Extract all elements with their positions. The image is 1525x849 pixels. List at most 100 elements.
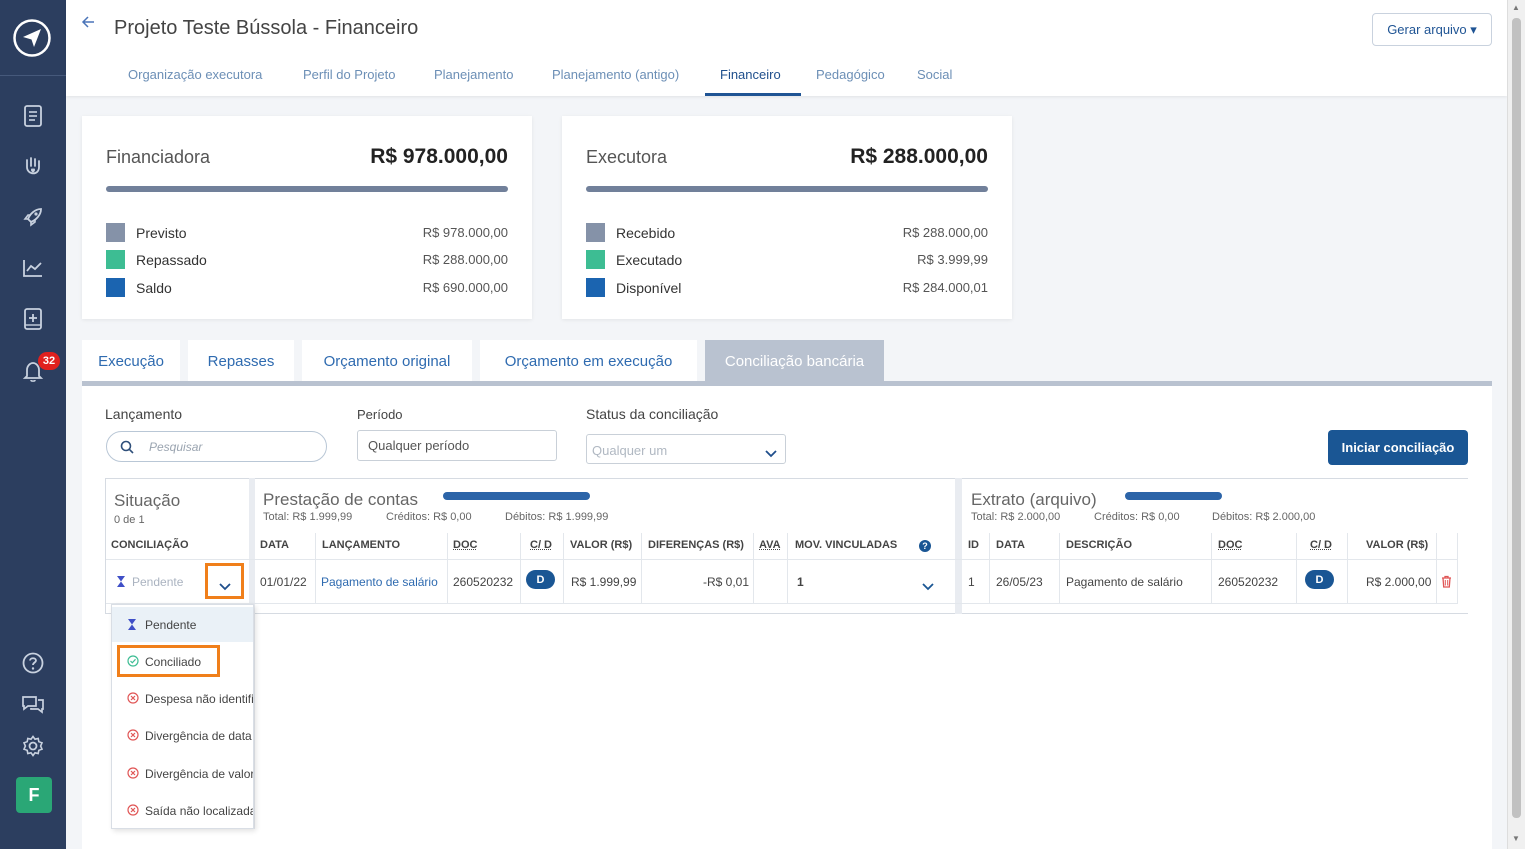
dropdown-item-label: Divergência de data <box>145 729 252 743</box>
page-title: Projeto Teste Bússola - Financeiro <box>114 17 419 39</box>
gear-icon[interactable] <box>20 733 46 759</box>
cell-lancamento-link[interactable]: Pagamento de salário <box>321 575 438 589</box>
help-icon[interactable] <box>20 650 46 676</box>
start-conciliation-button[interactable]: Iniciar conciliação <box>1328 430 1468 465</box>
legend-label: Previsto <box>136 225 187 241</box>
situacao-select[interactable]: Pendente <box>116 575 216 591</box>
chevron-down-icon[interactable] <box>219 578 231 596</box>
document-icon[interactable] <box>20 103 46 129</box>
chat-icon[interactable] <box>20 691 46 717</box>
tab-planejamento[interactable]: Planejamento <box>434 67 514 82</box>
page-scrollbar[interactable]: ▲ ▼ <box>1507 0 1525 849</box>
column-separator <box>753 533 754 603</box>
status-select[interactable]: Qualquer um <box>586 434 786 464</box>
search-input[interactable]: Pesquisar <box>106 431 327 462</box>
executora-card: Executora R$ 288.000,00 Recebido R$ 288.… <box>562 116 1012 319</box>
subtab-conciliacao-bancaria[interactable]: Conciliação bancária <box>705 340 884 382</box>
tab-pedagogico[interactable]: Pedagógico <box>816 67 885 82</box>
column-header: DATA <box>996 539 1025 551</box>
subtab-orcamento-original[interactable]: Orçamento original <box>302 340 472 382</box>
sidebar: 32 F <box>0 0 66 849</box>
chart-line-icon[interactable] <box>20 255 46 281</box>
legend-swatch <box>106 250 125 269</box>
header-row-border <box>106 559 1458 560</box>
rocket-icon[interactable] <box>20 204 46 230</box>
scroll-thumb[interactable] <box>1512 18 1521 818</box>
extrato-creditos: Créditos: R$ 0,00 <box>1094 511 1180 523</box>
prestacao-debitos: Débitos: R$ 1.999,99 <box>505 511 609 523</box>
dropdown-item-despesa-nao-identificada[interactable]: Despesa não identificada <box>112 681 253 716</box>
tab-social[interactable]: Social <box>917 67 953 82</box>
scroll-down-arrow-icon[interactable]: ▼ <box>1512 834 1520 843</box>
column-header: DOC <box>453 539 478 551</box>
column-separator <box>1296 533 1297 603</box>
scroll-up-arrow-icon[interactable]: ▲ <box>1512 3 1520 12</box>
column-separator <box>1436 533 1437 603</box>
situacao-value: Pendente <box>132 575 184 589</box>
column-separator <box>1059 533 1060 603</box>
hourglass-icon <box>116 575 126 593</box>
chevron-down-icon <box>765 445 777 463</box>
dropdown-item-label: Divergência de valor <box>145 767 253 781</box>
tab-perfil-projeto[interactable]: Perfil do Projeto <box>303 67 396 82</box>
tab-organizacao-executora[interactable]: Organização executora <box>128 67 263 82</box>
column-separator <box>315 533 316 603</box>
cell-diferenca: -R$ 0,01 <box>703 575 750 589</box>
cell-id: 1 <box>968 575 975 589</box>
periodo-input[interactable]: Qualquer período <box>357 430 557 461</box>
dropdown-item-conciliado[interactable]: Conciliado <box>112 644 253 679</box>
legend-value: R$ 288.000,00 <box>902 225 988 240</box>
cell-valor: R$ 1.999,99 <box>571 575 637 589</box>
legend-value: R$ 288.000,00 <box>422 252 508 267</box>
user-avatar[interactable]: F <box>16 777 52 813</box>
dropdown-item-saida-nao-localizada[interactable]: Saída não localizada <box>112 793 253 828</box>
dropdown-item-pendente[interactable]: Pendente <box>112 607 253 642</box>
legend-label: Saldo <box>136 280 172 296</box>
status-label: Status da conciliação <box>586 406 719 422</box>
cell-valor: R$ 2.000,00 <box>1366 575 1432 589</box>
generate-file-button[interactable]: Gerar arquivo ▾ <box>1372 13 1492 46</box>
legend-swatch <box>586 278 605 297</box>
compass-logo-icon[interactable] <box>12 18 52 58</box>
tab-financeiro[interactable]: Financeiro <box>720 67 781 82</box>
svg-text:?: ? <box>922 541 928 551</box>
legend-swatch <box>106 278 125 297</box>
card-total: R$ 978.000,00 <box>370 145 508 168</box>
prestacao-progress-bar <box>443 492 590 500</box>
extrato-title: Extrato (arquivo) <box>971 490 1097 509</box>
chevron-highlight <box>205 563 244 599</box>
bell-icon[interactable] <box>20 358 46 384</box>
column-header: C/ D <box>530 539 552 551</box>
data-row-border <box>106 603 1458 604</box>
book-plus-icon[interactable] <box>20 306 46 332</box>
legend-row-saldo: Saldo R$ 690.000,00 <box>106 278 508 298</box>
card-total: R$ 288.000,00 <box>850 145 988 168</box>
column-header: DATA <box>260 539 289 551</box>
section-divider <box>955 478 962 614</box>
subtab-orcamento-execucao[interactable]: Orçamento em execução <box>480 340 697 382</box>
table-left-border <box>105 478 106 614</box>
extrato-progress-bar <box>1125 492 1222 500</box>
financiadora-card: Financiadora R$ 978.000,00 Previsto R$ 9… <box>82 116 532 319</box>
dropdown-item-label: Pendente <box>145 618 197 632</box>
legend-value: R$ 690.000,00 <box>422 280 508 295</box>
column-separator <box>989 533 990 603</box>
dropdown-item-divergencia-valor[interactable]: Divergência de valor <box>112 756 253 791</box>
check-circle-icon <box>127 655 139 667</box>
back-arrow-icon[interactable] <box>80 14 96 35</box>
dropdown-item-divergencia-data[interactable]: Divergência de data <box>112 718 253 753</box>
card-progress-bar <box>586 186 988 192</box>
search-icon <box>120 440 134 459</box>
conciliado-highlight <box>117 645 220 677</box>
trash-icon[interactable] <box>1441 575 1452 593</box>
tab-planejamento-antigo[interactable]: Planejamento (antigo) <box>552 67 680 82</box>
column-separator <box>787 533 788 603</box>
subtab-execucao[interactable]: Execução <box>82 340 180 382</box>
expand-chevron-icon[interactable] <box>922 578 934 596</box>
prestacao-title: Prestação de contas <box>263 490 418 509</box>
column-header: LANÇAMENTO <box>322 539 401 551</box>
subtab-repasses[interactable]: Repasses <box>188 340 294 382</box>
help-circle-icon[interactable]: ? <box>919 539 931 557</box>
hand-heart-icon[interactable] <box>20 154 46 180</box>
column-header: DOC <box>1218 539 1243 551</box>
